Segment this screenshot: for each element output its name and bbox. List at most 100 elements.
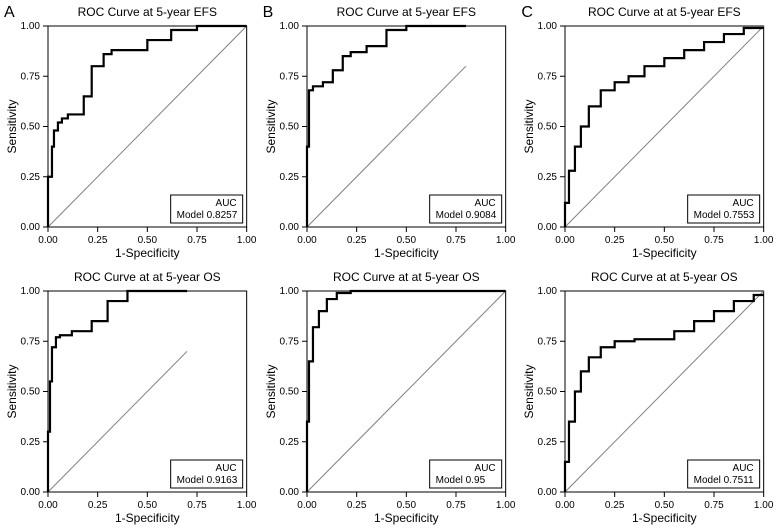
roc-panel: A ROC Curve at 5-year EFS 0.00 0.25 0.50 0.75…: [0, 0, 259, 265]
auc-value: Model 0.95: [435, 475, 485, 486]
svg-text:1.00: 1.00: [279, 286, 299, 297]
svg-text:0.00: 0.00: [538, 222, 558, 233]
svg-text:0.25: 0.25: [347, 235, 367, 246]
roc-panel: ROC Curve at at 5-year OS 0.00 0.25 0.50 0.7…: [259, 265, 518, 530]
roc-chart: ROC Curve at 5-year EFS 0.00 0.25 0.50 0.75 1…: [0, 0, 259, 265]
svg-text:1.00: 1.00: [538, 21, 558, 32]
x-axis-title: 1-Specificity: [632, 511, 697, 525]
svg-text:0.50: 0.50: [538, 122, 558, 133]
y-axis-title: Sensitivity: [5, 99, 19, 153]
svg-text:AUC: AUC: [733, 198, 754, 209]
y-axis-title: Sensitivity: [5, 364, 19, 418]
svg-text:1.00: 1.00: [237, 500, 257, 511]
svg-text:0.25: 0.25: [347, 500, 367, 511]
plot-title: ROC Curve at at 5-year OS: [591, 270, 738, 284]
x-axis-title: 1-Specificity: [115, 511, 180, 525]
svg-text:0.50: 0.50: [396, 235, 416, 246]
svg-text:0.25: 0.25: [88, 235, 108, 246]
svg-text:0.50: 0.50: [655, 500, 675, 511]
svg-text:1.00: 1.00: [279, 21, 299, 32]
svg-text:0.50: 0.50: [21, 122, 41, 133]
svg-text:0.00: 0.00: [556, 235, 576, 246]
svg-text:0.25: 0.25: [21, 437, 41, 448]
column-label: B: [263, 4, 274, 22]
svg-text:0.00: 0.00: [556, 500, 576, 511]
roc-panel: ROC Curve at at 5-year OS 0.00 0.25 0.50 0.7…: [0, 265, 259, 530]
x-axis-title: 1-Specificity: [374, 246, 439, 260]
roc-chart: ROC Curve at at 5-year OS 0.00 0.25 0.50 0.7…: [259, 265, 518, 530]
svg-text:0.50: 0.50: [279, 387, 299, 398]
svg-text:AUC: AUC: [733, 463, 754, 474]
plot-title: ROC Curve at at 5-year OS: [333, 270, 480, 284]
svg-text:0.25: 0.25: [605, 500, 625, 511]
svg-text:0.25: 0.25: [538, 437, 558, 448]
plot-title: ROC Curve at 5-year EFS: [336, 5, 475, 19]
column-label: C: [521, 4, 533, 22]
svg-text:0.50: 0.50: [655, 235, 675, 246]
svg-text:0.00: 0.00: [297, 500, 317, 511]
svg-text:0.75: 0.75: [279, 71, 299, 82]
auc-value: Model 0.9084: [435, 210, 496, 221]
svg-text:0.50: 0.50: [138, 500, 158, 511]
x-axis-title: 1-Specificity: [115, 246, 180, 260]
roc-chart: ROC Curve at at 5-year EFS 0.00 0.25 0.50 0.…: [517, 0, 776, 265]
roc-panel: B ROC Curve at 5-year EFS 0.00 0.25 0.50 0.75…: [259, 0, 518, 265]
svg-text:0.25: 0.25: [538, 172, 558, 183]
svg-text:0.50: 0.50: [279, 122, 299, 133]
svg-text:AUC: AUC: [216, 198, 237, 209]
svg-text:0.00: 0.00: [279, 487, 299, 498]
svg-text:AUC: AUC: [216, 463, 237, 474]
svg-text:0.25: 0.25: [605, 235, 625, 246]
svg-text:0.75: 0.75: [538, 336, 558, 347]
svg-text:1.00: 1.00: [21, 286, 41, 297]
svg-text:0.50: 0.50: [138, 235, 158, 246]
plot-title: ROC Curve at 5-year EFS: [78, 5, 217, 19]
auc-value: Model 0.7553: [694, 210, 755, 221]
svg-text:1.00: 1.00: [496, 500, 516, 511]
svg-text:0.25: 0.25: [279, 172, 299, 183]
svg-text:0.25: 0.25: [21, 172, 41, 183]
svg-text:0.50: 0.50: [21, 387, 41, 398]
column-label: A: [4, 4, 15, 22]
svg-text:0.75: 0.75: [187, 235, 207, 246]
svg-text:0.75: 0.75: [538, 71, 558, 82]
y-axis-title: Sensitivity: [264, 364, 278, 418]
roc-chart: ROC Curve at at 5-year OS 0.00 0.25 0.50 0.7…: [517, 265, 776, 530]
svg-text:0.75: 0.75: [446, 500, 466, 511]
y-axis-title: Sensitivity: [522, 364, 536, 418]
svg-text:0.00: 0.00: [21, 222, 41, 233]
svg-text:0.50: 0.50: [538, 387, 558, 398]
y-axis-title: Sensitivity: [522, 99, 536, 153]
svg-text:0.75: 0.75: [21, 336, 41, 347]
svg-text:0.75: 0.75: [187, 500, 207, 511]
svg-text:1.00: 1.00: [754, 235, 774, 246]
svg-text:0.00: 0.00: [38, 235, 58, 246]
svg-text:1.00: 1.00: [754, 500, 774, 511]
plot-title: ROC Curve at at 5-year OS: [74, 270, 221, 284]
svg-text:0.00: 0.00: [538, 487, 558, 498]
plot-title: ROC Curve at at 5-year EFS: [588, 5, 741, 19]
svg-text:1.00: 1.00: [21, 21, 41, 32]
svg-text:0.25: 0.25: [279, 437, 299, 448]
roc-panel: ROC Curve at at 5-year OS 0.00 0.25 0.50 0.7…: [517, 265, 776, 530]
svg-text:AUC: AUC: [474, 463, 495, 474]
svg-text:0.00: 0.00: [38, 500, 58, 511]
roc-chart: ROC Curve at 5-year EFS 0.00 0.25 0.50 0.75 1…: [259, 0, 518, 265]
svg-text:0.75: 0.75: [705, 235, 725, 246]
svg-text:0.75: 0.75: [705, 500, 725, 511]
roc-chart: ROC Curve at at 5-year OS 0.00 0.25 0.50 0.7…: [0, 265, 259, 530]
svg-text:0.00: 0.00: [279, 222, 299, 233]
y-axis-title: Sensitivity: [264, 99, 278, 153]
roc-panel: C ROC Curve at at 5-year EFS 0.00 0.25 0.50 0…: [517, 0, 776, 265]
svg-text:1.00: 1.00: [237, 235, 257, 246]
auc-value: Model 0.8257: [177, 210, 238, 221]
reference-line: [48, 351, 187, 492]
svg-text:0.75: 0.75: [279, 336, 299, 347]
svg-text:AUC: AUC: [474, 198, 495, 209]
svg-text:0.50: 0.50: [396, 500, 416, 511]
auc-value: Model 0.9163: [177, 475, 238, 486]
auc-value: Model 0.7511: [694, 475, 754, 486]
x-axis-title: 1-Specificity: [632, 246, 697, 260]
svg-text:0.75: 0.75: [446, 235, 466, 246]
svg-text:0.25: 0.25: [88, 500, 108, 511]
